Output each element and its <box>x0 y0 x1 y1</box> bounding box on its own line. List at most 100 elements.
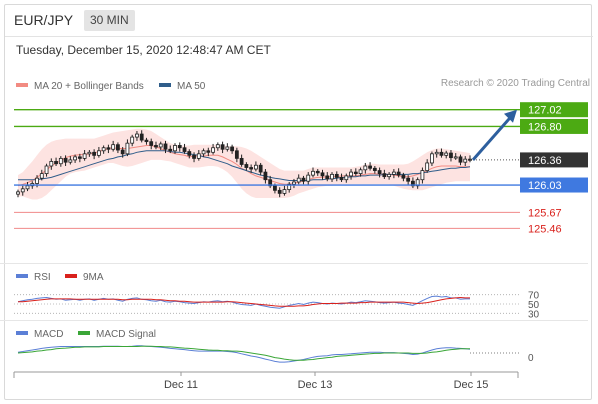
candle-body <box>130 136 135 144</box>
legend-rsi-label: RSI <box>34 272 51 283</box>
candle-body <box>277 189 282 194</box>
legend-swatch-ma20 <box>16 83 28 88</box>
price-tag <box>520 152 588 168</box>
candle-body <box>282 189 287 194</box>
candle-body <box>149 141 154 146</box>
candle-body <box>92 151 97 156</box>
timeframe-button[interactable]: 30 MIN <box>84 10 135 31</box>
candle-body <box>330 173 334 180</box>
candle-body <box>315 170 320 174</box>
candle-body <box>82 153 87 159</box>
candle-body <box>20 188 25 193</box>
candle-body <box>430 153 434 164</box>
legend-macd-signal: MACD Signal <box>78 329 156 340</box>
candle-body <box>420 170 425 181</box>
candle-body <box>268 179 273 187</box>
panel-separator <box>0 320 588 321</box>
candle-body <box>353 171 358 175</box>
candle-body <box>396 171 401 176</box>
candle-body <box>253 164 258 170</box>
candle-body <box>182 147 187 152</box>
candle-body <box>239 157 244 165</box>
rsi-level-label: 70 <box>528 291 540 302</box>
legend-ma20: MA 20 + Bollinger Bands <box>16 81 144 92</box>
candle-body <box>387 173 392 178</box>
target-arrow-head <box>504 109 517 123</box>
copyright-text: Research © 2020 Trading Central <box>440 78 590 89</box>
candle-body <box>463 158 468 163</box>
candle-body <box>391 171 396 175</box>
legend-ma50: MA 50 <box>159 81 205 92</box>
legend-ma20-label: MA 20 + Bollinger Bands <box>34 81 144 92</box>
candle-body <box>406 177 411 182</box>
candle-body <box>368 165 372 169</box>
candle-body <box>101 147 106 152</box>
candle-body <box>458 156 463 163</box>
symbol-label: EUR/JPY <box>14 12 74 28</box>
candle-body <box>39 173 44 179</box>
candle-body <box>73 156 77 161</box>
candle-body <box>244 164 249 168</box>
legend-swatch-ma50 <box>159 83 171 88</box>
candle-body <box>211 147 215 153</box>
candle-body <box>106 147 111 150</box>
rsi-level-label: 30 <box>528 309 540 320</box>
candle-body <box>372 167 377 171</box>
timestamp: Tuesday, December 15, 2020 12:48:47 AM C… <box>16 43 271 57</box>
candle-body <box>325 175 330 180</box>
candle-body <box>44 165 49 175</box>
candle-body <box>206 150 211 153</box>
candle-body <box>234 150 239 159</box>
candle-body <box>225 146 230 150</box>
candle-body <box>201 150 206 155</box>
candle-body <box>349 171 353 177</box>
panel-separator <box>0 263 588 264</box>
price-level-label: 125.46 <box>528 223 562 235</box>
price-tag-label: 127.02 <box>528 105 562 117</box>
candle-body <box>287 183 292 190</box>
legend-macd-signal-label: MACD Signal <box>96 329 157 340</box>
candle-body <box>177 145 182 149</box>
x-tick-label: Dec 11 <box>164 379 198 391</box>
candle-body <box>292 181 296 185</box>
candle-body <box>258 164 263 173</box>
candle-body <box>63 157 68 163</box>
x-tick-label: Dec 15 <box>454 379 489 391</box>
candle-body <box>296 177 301 183</box>
candle-body <box>425 162 430 171</box>
candle-body <box>16 191 20 195</box>
legend-swatch-macd <box>16 331 28 336</box>
candle-body <box>334 173 339 178</box>
candle-body <box>163 143 168 150</box>
candle-body <box>111 144 116 150</box>
macd-zero-label: 0 <box>528 353 534 364</box>
candle-body <box>382 173 387 178</box>
candle-body <box>249 167 254 170</box>
chart-widget: EUR/JPY 30 MIN Tuesday, December 15, 202… <box>4 4 593 400</box>
candle-body <box>58 157 63 165</box>
candle-body <box>35 177 39 184</box>
candle-body <box>301 177 306 182</box>
candle-body <box>116 144 120 151</box>
candle-body <box>173 145 177 152</box>
macd-signal-line <box>17 345 470 361</box>
price-level-label: 125.67 <box>528 207 562 219</box>
candle-body <box>344 175 349 181</box>
candle-body <box>187 151 192 156</box>
candle-body <box>77 156 82 159</box>
candle-body <box>415 179 420 187</box>
chart-header: EUR/JPY 30 MIN <box>5 5 593 37</box>
price-tag-label: 126.36 <box>528 155 562 167</box>
price-tag <box>520 177 588 193</box>
candle-body <box>96 150 101 156</box>
candle-body <box>339 177 344 181</box>
price-tag-label: 126.03 <box>528 180 562 192</box>
candle-body <box>434 151 439 155</box>
candle-body <box>54 161 58 165</box>
candle-body <box>87 151 92 155</box>
rsi-ma9-line <box>18 296 470 307</box>
legend-swatch-macd-signal <box>78 331 90 336</box>
candle-body <box>196 153 201 159</box>
candle-body <box>263 171 268 181</box>
